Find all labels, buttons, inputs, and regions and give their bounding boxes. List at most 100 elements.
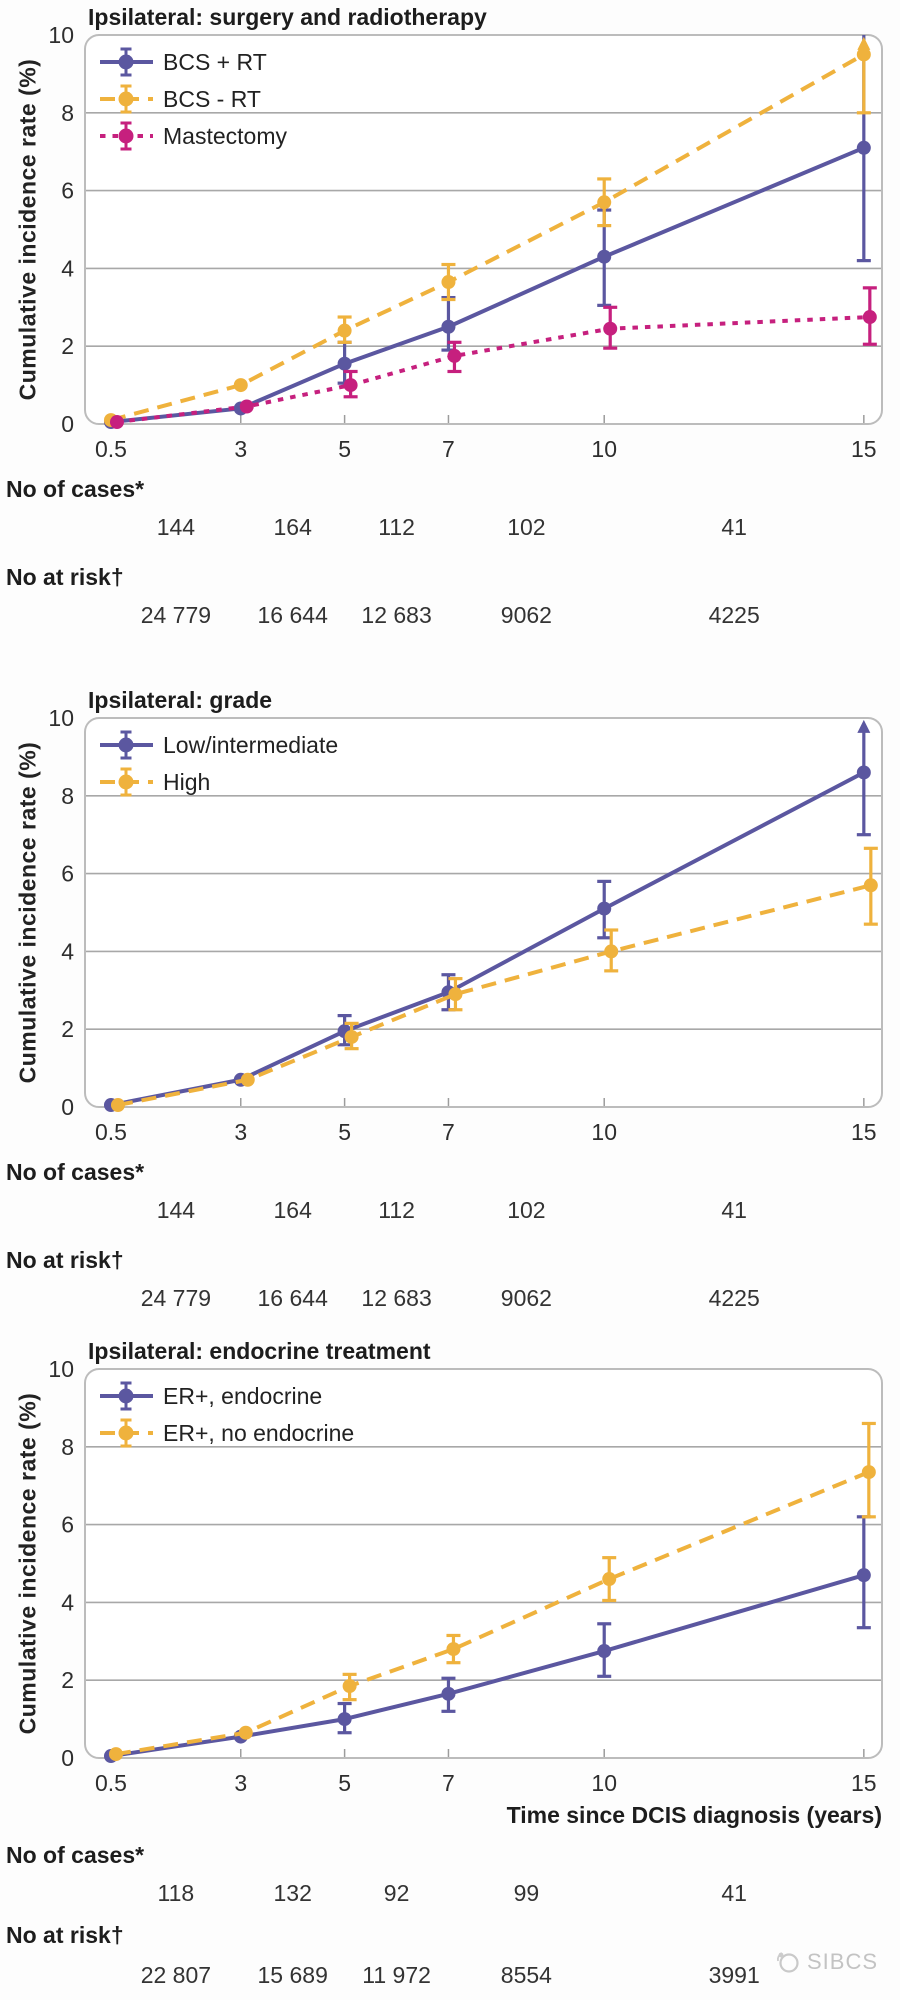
table-value: 164: [273, 1197, 312, 1223]
x-axis-label: Time since DCIS diagnosis (years): [506, 1802, 882, 1828]
data-point-marker: [337, 323, 352, 338]
data-point-marker: [441, 1686, 456, 1701]
chart-title: Ipsilateral: endocrine treatment: [88, 1338, 431, 1364]
data-point-marker: [343, 378, 358, 393]
table-value: 15 689: [257, 1962, 328, 1988]
data-point-marker: [108, 1747, 123, 1762]
x-tick-label: 5: [338, 1770, 351, 1796]
plot-border: [84, 34, 883, 425]
data-point-marker: [448, 987, 463, 1002]
error-bar-arrow: [857, 719, 871, 733]
table-value: 118: [157, 1880, 195, 1906]
data-point-marker: [597, 1644, 612, 1659]
x-tick-label: 15: [851, 1119, 877, 1145]
x-tick-label: 0.5: [95, 1119, 127, 1145]
table-value: 9062: [500, 1285, 552, 1311]
plot-border: [84, 1368, 883, 1759]
y-tick-label: 2: [61, 333, 74, 359]
table-value: 41: [721, 514, 747, 540]
legend-label: High: [163, 769, 210, 795]
data-point-marker: [233, 378, 248, 393]
data-point-marker: [342, 1679, 357, 1694]
x-tick-label: 10: [591, 436, 617, 462]
table-value: 22 807: [140, 1962, 212, 1988]
y-tick-label: 2: [61, 1667, 74, 1693]
x-tick-label: 3: [234, 1770, 247, 1796]
legend-label: Low/intermediate: [163, 732, 338, 758]
data-point-marker: [447, 348, 462, 363]
x-tick-label: 0.5: [95, 1770, 127, 1796]
series-high: [110, 846, 878, 1113]
data-point-marker: [604, 944, 619, 959]
legend-item: Mastectomy: [100, 121, 287, 151]
data-point-marker: [239, 399, 254, 414]
data-point-marker: [597, 249, 612, 264]
x-tick-label: 15: [851, 1770, 877, 1796]
x-tick-label: 10: [591, 1119, 617, 1145]
y-tick-label: 8: [61, 783, 74, 809]
table-value: 99: [513, 1880, 540, 1906]
data-point-marker: [856, 140, 871, 155]
x-tick-label: 3: [234, 1119, 247, 1145]
data-point-marker: [441, 319, 456, 334]
table-value: 11 972: [362, 1962, 431, 1988]
x-tick-label: 7: [442, 1119, 455, 1145]
cases-row-label: No of cases*: [6, 476, 145, 502]
watermark: SIBCS: [774, 1948, 878, 1976]
y-tick-label: 2: [61, 1016, 74, 1042]
legend-label: ER+, no endocrine: [163, 1420, 354, 1446]
table-value: 24 779: [140, 602, 212, 628]
risk-row: 24 779 16 644 12 683 9062 4225: [0, 1285, 900, 1313]
table-value: 164: [273, 514, 312, 540]
chart-title: Ipsilateral: grade: [88, 687, 273, 713]
x-tick-label: 0.5: [95, 436, 127, 462]
series-line: [116, 315, 870, 425]
table-value: 3991: [708, 1962, 760, 1988]
cases-row: 118 132 92 99 41: [0, 1880, 900, 1908]
y-tick-label: 0: [61, 1745, 74, 1771]
table-value: 4225: [708, 602, 760, 628]
y-tick-label: 8: [61, 1434, 74, 1460]
data-point-marker: [861, 1465, 876, 1480]
table-value: 4225: [708, 1285, 760, 1311]
chart-plot-endocrine-treatment: 0 2 4 6 8 10 0.5 3 5 7 10 15 ER+, endocrine ER+, no e…: [48, 1356, 883, 1796]
x-tick-label: 15: [851, 436, 877, 462]
risk-row: 24 779 16 644 12 683 9062 4225: [0, 602, 900, 630]
legend-item: BCS - RT: [100, 84, 261, 114]
legend-marker: [118, 1425, 134, 1441]
table-value: 12 683: [361, 1285, 432, 1311]
y-tick-label: 4: [61, 1589, 74, 1615]
table-value: 144: [156, 514, 196, 540]
legend-item: BCS + RT: [100, 47, 267, 77]
chart-plot-surgery-radiotherapy: 0 2 4 6 8 10 0.5 3 5 7 10 15 BCS + RT BCS - RT Mastect…: [48, 22, 883, 462]
table-value: 112: [378, 514, 415, 540]
watermark-text: SIBCS: [807, 1949, 879, 1974]
data-point-marker: [863, 878, 878, 893]
x-tick-label: 3: [234, 436, 247, 462]
cases-row: 144 164 112 102 41: [0, 1197, 900, 1225]
sibcs-logo-icon: [776, 1952, 799, 1973]
cases-row-label: No of cases*: [6, 1842, 145, 1868]
data-point-marker: [344, 1029, 359, 1044]
table-value: 16 644: [257, 602, 328, 628]
table-value: 24 779: [140, 1285, 212, 1311]
error-bar-arrow: [857, 36, 871, 50]
data-point-marker: [337, 356, 352, 371]
data-point-marker: [856, 1568, 871, 1583]
table-value: 102: [507, 1197, 546, 1223]
data-point-marker: [603, 321, 618, 336]
table-value: 92: [383, 1880, 410, 1906]
series-line: [117, 883, 872, 1108]
data-point-marker: [446, 1642, 461, 1657]
x-tick-label: 7: [442, 436, 455, 462]
cases-row: 144 164 112 102 41: [0, 514, 900, 542]
data-point-marker: [856, 765, 871, 780]
table-value: 8554: [500, 1962, 552, 1988]
y-tick-label: 0: [61, 411, 74, 437]
y-tick-label: 6: [61, 1512, 74, 1538]
y-tick-label: 10: [48, 22, 74, 48]
x-tick-label: 5: [338, 1119, 351, 1145]
table-value: 16 644: [257, 1285, 328, 1311]
data-point-marker: [602, 1572, 617, 1587]
table-value: 144: [156, 1197, 196, 1223]
